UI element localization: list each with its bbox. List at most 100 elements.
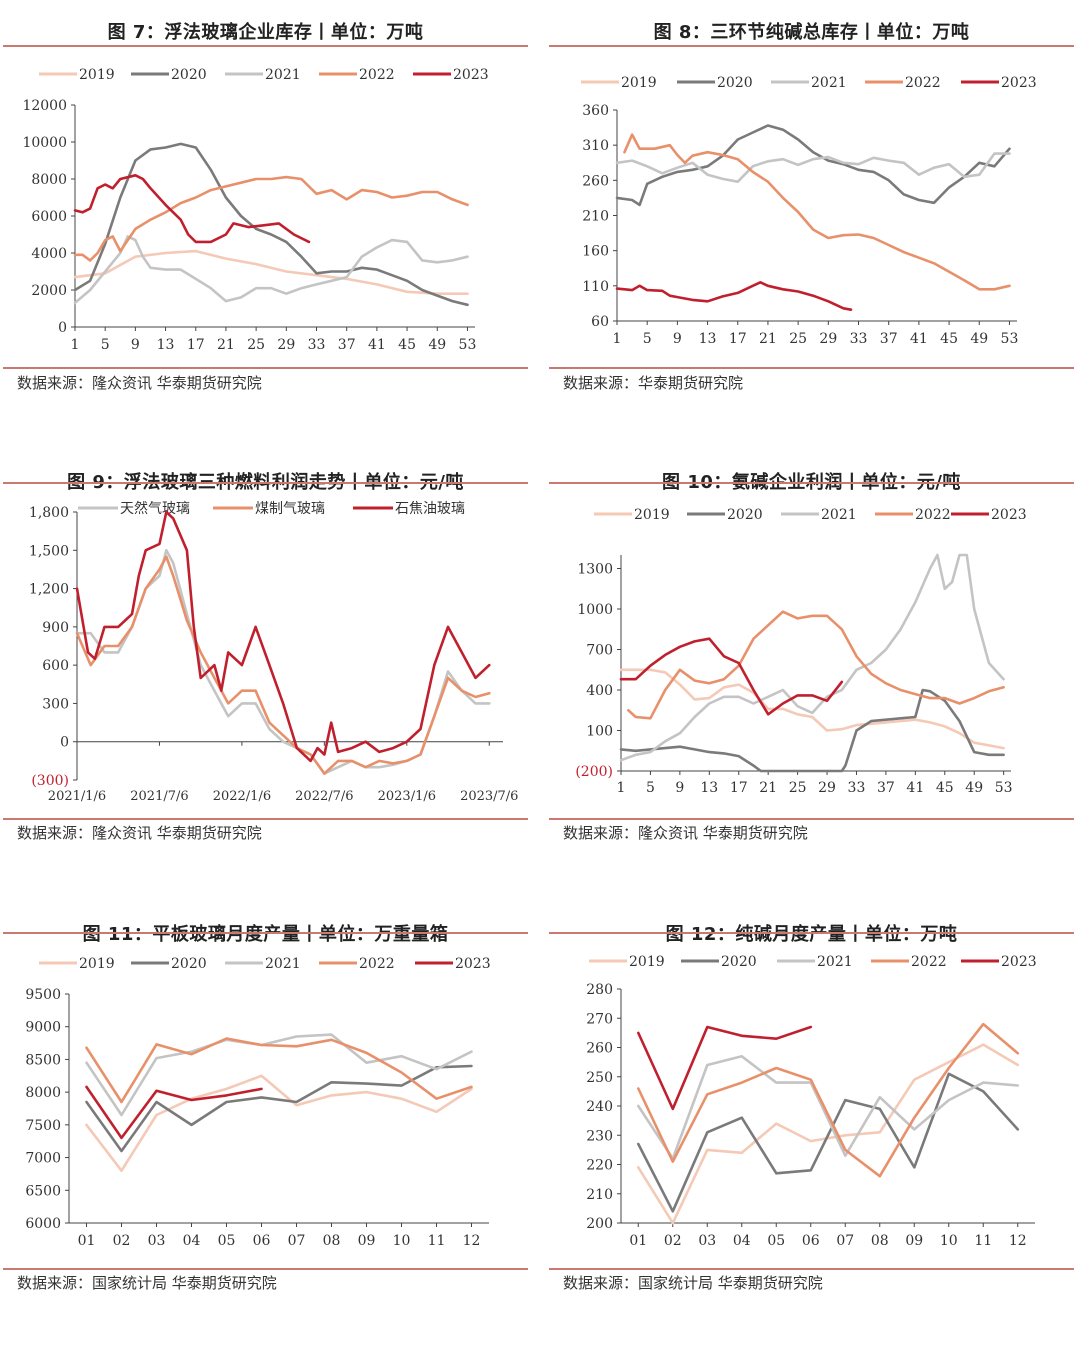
source-note: 数据来源：华泰期货研究院 xyxy=(563,374,744,392)
legend-entry: 2020 xyxy=(681,954,757,970)
x-tick-label: 17 xyxy=(187,337,205,353)
x-tick-label: 08 xyxy=(323,1233,341,1249)
x-tick-label: 09 xyxy=(905,1233,923,1249)
source-note: 数据来源：国家统计局 华泰期货研究院 xyxy=(563,1274,823,1292)
series-line-2021 xyxy=(615,152,1011,183)
x-tick-label: 37 xyxy=(877,780,895,796)
legend-entry: 2021 xyxy=(771,75,847,91)
x-tick-label: 45 xyxy=(936,780,954,796)
title-rule xyxy=(549,932,1074,934)
legend-entry: 2022 xyxy=(871,954,947,970)
chart-title: 图 12：纯碱月度产量丨单位：万吨 xyxy=(665,924,958,945)
legend-label: 2019 xyxy=(621,75,657,91)
x-tick-label: 25 xyxy=(789,780,807,796)
legend-label: 2020 xyxy=(727,507,763,523)
y-tick-label: 280 xyxy=(586,982,613,998)
legend-entry: 2022 xyxy=(865,75,941,91)
y-tick-label: 260 xyxy=(586,1041,613,1057)
y-tick-label: 8000 xyxy=(25,1085,61,1101)
title-rule xyxy=(3,482,528,484)
x-tick-label: 53 xyxy=(1001,331,1019,347)
legend-entry: 2020 xyxy=(677,75,753,91)
series-line-2021 xyxy=(73,235,469,305)
x-tick-label: 17 xyxy=(729,331,747,347)
x-tick-label: 2021/7/6 xyxy=(130,789,188,804)
y-tick-label: 250 xyxy=(586,1070,613,1086)
legend-entry: 2023 xyxy=(413,67,489,83)
legend-entry: 2019 xyxy=(594,507,670,523)
legend-entry: 2023 xyxy=(951,507,1027,523)
x-tick-label: 5 xyxy=(646,780,655,796)
legend-entry: 2019 xyxy=(589,954,665,970)
y-tick-label: 0 xyxy=(60,735,69,751)
x-tick-label: 5 xyxy=(101,337,110,353)
y-tick-label: 7000 xyxy=(25,1151,61,1167)
legend-entry: 煤制气玻璃 xyxy=(213,500,325,517)
series-line-2019 xyxy=(619,668,1005,750)
legend-label: 2023 xyxy=(455,956,491,972)
chart-fig9: 天然气玻璃 煤制气玻璃 石焦油玻璃 (300) 0 300 600 900 1,200 1,500… xyxy=(29,500,519,804)
x-tick-label: 49 xyxy=(428,337,446,353)
series-line-2020 xyxy=(637,1072,1020,1213)
legend-label: 2021 xyxy=(265,956,301,972)
chart-title: 图 11：平板玻璃月度产量丨单位：万重量箱 xyxy=(82,924,449,945)
y-tick-label: 8500 xyxy=(25,1052,61,1068)
series-line-2022 xyxy=(85,1037,473,1104)
panel-fig7: 图 7：浮法玻璃企业库存丨单位：万吨 2019 2020 2021 2022 2023 0… xyxy=(3,0,528,420)
y-tick-label: 1,200 xyxy=(29,582,69,598)
y-tick-label: 6000 xyxy=(31,209,67,225)
y-tick-label: 9500 xyxy=(25,987,61,1003)
y-tick-label: 6000 xyxy=(25,1216,61,1232)
legend-label: 2021 xyxy=(821,507,857,523)
source-rule xyxy=(549,1268,1074,1270)
source-note: 数据来源：国家统计局 华泰期货研究院 xyxy=(17,1274,277,1292)
legend-entry: 2023 xyxy=(961,75,1037,91)
y-tick-label: 700 xyxy=(586,643,613,659)
legend-entry: 2023 xyxy=(415,956,491,972)
series-line-煤制气玻璃 xyxy=(75,555,491,775)
x-tick-label: 1 xyxy=(617,780,626,796)
y-tick-label: 210 xyxy=(586,1187,613,1203)
y-tick-label: 600 xyxy=(42,658,69,674)
panel-fig8: 图 8：三环节纯碱总库存丨单位：万吨 2019 2020 2021 2022 2023 6… xyxy=(549,0,1074,420)
x-tick-label: 2022/1/6 xyxy=(213,789,271,804)
x-tick-label: 9 xyxy=(131,337,140,353)
legend-label: 2019 xyxy=(79,67,115,83)
x-tick-label: 53 xyxy=(459,337,477,353)
legend-label: 2021 xyxy=(817,954,853,970)
title-rule xyxy=(549,45,1074,47)
legend-label: 天然气玻璃 xyxy=(120,500,190,517)
chart-title: 图 7：浮法玻璃企业库存丨单位：万吨 xyxy=(107,22,424,43)
x-tick-label: 03 xyxy=(698,1233,716,1249)
legend-label: 2022 xyxy=(905,75,941,91)
legend-label: 2020 xyxy=(721,954,757,970)
y-tick-label: 1000 xyxy=(577,602,613,618)
x-tick-label: 41 xyxy=(906,780,924,796)
x-tick-label: 25 xyxy=(789,331,807,347)
x-tick-label: 37 xyxy=(880,331,898,347)
x-tick-label: 37 xyxy=(338,337,356,353)
x-tick-label: 11 xyxy=(428,1233,446,1249)
series-line-2021 xyxy=(85,1033,473,1117)
source-rule xyxy=(3,818,528,820)
x-tick-label: 49 xyxy=(965,780,983,796)
x-tick-label: 2021/1/6 xyxy=(48,789,106,804)
chart-title: 图 8：三环节纯碱总库存丨单位：万吨 xyxy=(653,22,970,43)
series-line-2023 xyxy=(85,1085,263,1140)
x-tick-label: 2023/1/6 xyxy=(378,789,436,804)
y-tick-label: 6500 xyxy=(25,1183,61,1199)
series-line-2023 xyxy=(615,281,853,311)
x-tick-label: 07 xyxy=(836,1233,854,1249)
series-line-2020 xyxy=(85,1064,473,1153)
legend-entry: 2022 xyxy=(319,67,395,83)
chart-fig11: 2019 2020 2021 2022 2023 6000 6500 7000 7500 8000… xyxy=(25,956,491,1249)
x-tick-label: 33 xyxy=(850,331,868,347)
x-tick-label: 33 xyxy=(848,780,866,796)
y-tick-label: (300) xyxy=(31,773,69,789)
x-tick-label: 12 xyxy=(1009,1233,1027,1249)
panel-fig12: 图 12：纯碱月度产量丨单位：万吨 2019 2020 2021 2022 2023 20… xyxy=(549,902,1074,1322)
x-tick-label: 1 xyxy=(71,337,80,353)
y-tick-label: 110 xyxy=(582,279,609,295)
y-tick-label: 160 xyxy=(582,244,609,260)
legend-entry: 2019 xyxy=(39,67,115,83)
